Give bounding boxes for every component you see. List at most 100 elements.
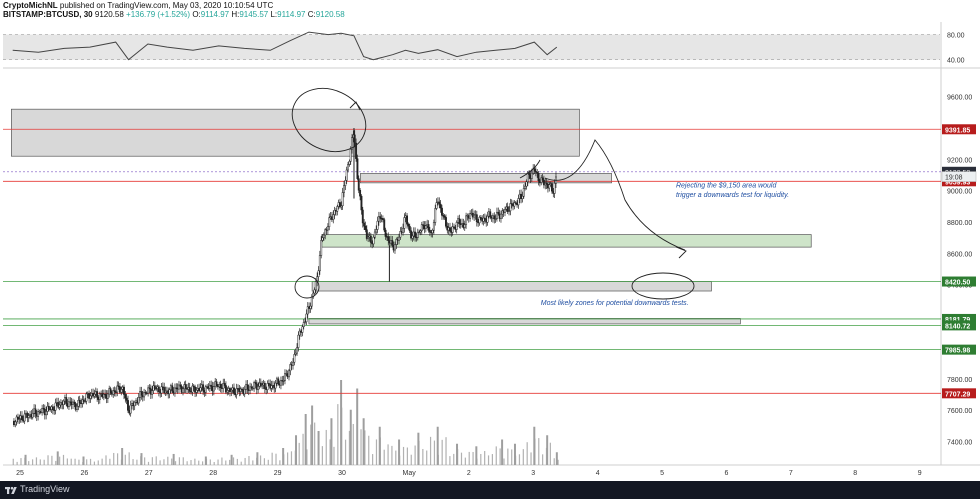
target-circle-drawing xyxy=(631,272,695,300)
price-label: 9059.93 xyxy=(945,179,970,186)
candle-up xyxy=(521,196,524,199)
symbol-name[interactable]: BITSTAMP:BTCUSD, 30 xyxy=(3,10,93,19)
candle-down xyxy=(188,387,191,392)
candle-up xyxy=(321,237,324,241)
candle-up xyxy=(473,214,476,218)
volume-bar xyxy=(51,455,53,465)
volume-bar xyxy=(101,458,103,465)
volume-bar xyxy=(198,460,200,465)
candle-up xyxy=(530,172,533,179)
countdown-label-bg xyxy=(941,171,977,182)
volume-bar xyxy=(259,455,262,465)
candle-down xyxy=(184,384,187,389)
y-tick-label: 8600.00 xyxy=(947,251,972,258)
candle-down xyxy=(148,387,151,390)
candle-up xyxy=(341,192,344,207)
candle-down xyxy=(223,383,226,386)
candle-up xyxy=(112,390,115,395)
projection-path-drawing xyxy=(544,139,686,251)
volume-bar xyxy=(333,446,335,465)
price-label-bg xyxy=(942,320,976,331)
candle-down xyxy=(17,416,19,420)
candle-up xyxy=(343,185,345,193)
candle-down xyxy=(157,386,160,392)
y-tick-label: 9000.00 xyxy=(947,189,972,196)
x-tick-label: 30 xyxy=(338,470,346,477)
volume-bar xyxy=(248,456,250,465)
volume-bar xyxy=(311,405,314,465)
candle-down xyxy=(179,384,182,387)
breakout-circle-drawing xyxy=(294,275,320,299)
candle-down xyxy=(545,182,548,185)
volume-bar xyxy=(418,440,420,465)
candle-down xyxy=(357,178,360,191)
volume-bar xyxy=(306,449,308,465)
volume-bar xyxy=(321,446,323,465)
publisher-name[interactable]: CryptoMichNL xyxy=(3,1,58,10)
volume-bar xyxy=(341,407,343,465)
volume-bar xyxy=(43,459,45,465)
candle-down xyxy=(259,382,262,387)
candle-up xyxy=(191,385,194,393)
candle-up xyxy=(416,232,419,238)
volume-bar xyxy=(399,455,401,465)
candle-up xyxy=(282,380,285,382)
candle-up xyxy=(432,222,435,231)
volume-bar xyxy=(298,442,300,465)
volume-bar xyxy=(362,418,365,465)
x-tick-label: 2 xyxy=(467,470,471,477)
candle-down xyxy=(153,385,156,389)
candle-down xyxy=(113,390,116,393)
volume-bar xyxy=(225,460,227,465)
volume-bar xyxy=(364,430,366,465)
candle-up xyxy=(147,387,150,394)
volume-bar xyxy=(229,459,231,465)
volume-bar xyxy=(105,455,107,465)
candle-down xyxy=(479,217,482,219)
candle-down xyxy=(542,179,545,186)
volume-bar xyxy=(182,457,184,465)
candle-up xyxy=(451,226,454,233)
volume-bar xyxy=(294,450,296,465)
candle-down xyxy=(369,235,372,243)
candle-down xyxy=(410,230,413,239)
candle-down xyxy=(541,177,544,181)
price-label-bg xyxy=(942,124,976,135)
candle-up xyxy=(279,380,282,386)
candle-up xyxy=(420,224,423,231)
price-label-bg xyxy=(942,276,976,287)
candle-up xyxy=(294,352,297,355)
volume-bar xyxy=(503,458,505,465)
volume-bar xyxy=(35,457,38,465)
volume-bar xyxy=(232,457,235,465)
volume-bar xyxy=(136,459,138,465)
x-tick-label: 7 xyxy=(789,470,793,477)
volume-bar xyxy=(330,418,333,465)
candle-down xyxy=(408,225,411,232)
volume-bar xyxy=(190,460,192,465)
candle-up xyxy=(517,198,520,206)
resistance-zone-grey xyxy=(360,173,612,184)
tradingview-logo-icon[interactable] xyxy=(5,484,17,496)
candle-down xyxy=(215,381,218,386)
candle-up xyxy=(230,389,233,392)
volume-bar xyxy=(468,451,470,465)
tradingview-brand[interactable]: TradingView xyxy=(20,484,70,494)
volume-bar xyxy=(491,454,493,465)
volume-bar xyxy=(480,453,482,465)
candle-down xyxy=(224,385,227,393)
volume-bar xyxy=(86,459,88,465)
high-label: H: xyxy=(231,10,240,19)
candle-up xyxy=(310,296,313,307)
volume-bar xyxy=(283,454,285,465)
volume-bar xyxy=(356,428,358,465)
candle-up xyxy=(486,215,489,223)
volume-bar xyxy=(453,453,455,465)
price-label-bg xyxy=(942,388,976,399)
resistance-zone-grey xyxy=(308,318,741,325)
volume-bar xyxy=(555,452,558,465)
volume-bar xyxy=(55,460,57,465)
candle-up xyxy=(504,208,506,213)
candle-down xyxy=(125,397,128,401)
